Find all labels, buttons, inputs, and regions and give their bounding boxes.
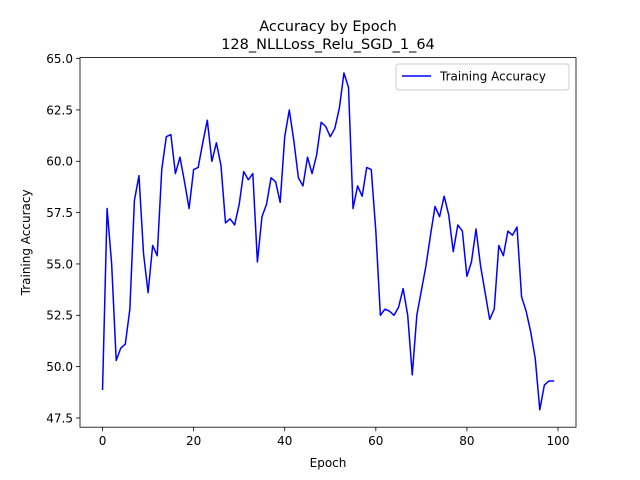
series-line-training-accuracy: [101, 72, 555, 411]
legend-label: Training Accuracy: [439, 70, 546, 84]
plot-area: [101, 72, 555, 411]
y-tick-label: 65.0: [46, 52, 73, 66]
x-tick-label: 80: [459, 434, 474, 448]
chart-subtitle: 128_NLLLoss_Relu_SGD_1_64: [221, 37, 435, 53]
legend-box: [395, 63, 570, 91]
x-axis-ticks: 0 20 40 60 80 100: [99, 427, 570, 448]
x-axis-label: Epoch: [310, 456, 347, 470]
y-tick-label: 55.0: [46, 257, 73, 271]
x-tick-label: 40: [277, 434, 292, 448]
y-tick-label: 60.0: [46, 155, 73, 169]
y-tick-label: 57.5: [46, 206, 73, 220]
x-tick-label: 60: [368, 434, 383, 448]
y-tick-label: 52.5: [46, 309, 73, 323]
y-axis-label: Training Accuracy: [19, 189, 33, 296]
y-tick-label: 50.0: [46, 360, 73, 374]
axes-frame: [79, 57, 577, 428]
x-tick-label: 100: [547, 434, 570, 448]
x-tick-label: 0: [99, 434, 107, 448]
y-tick-label: 47.5: [46, 411, 73, 425]
y-axis-ticks: 47.5 50.0 52.5 55.0 57.5 60.0 62.5 65.0: [46, 52, 80, 425]
chart-title: Accuracy by Epoch: [259, 19, 397, 35]
y-tick-label: 62.5: [46, 103, 73, 117]
x-tick-label: 20: [186, 434, 201, 448]
legend: Training Accuracy: [395, 63, 570, 91]
